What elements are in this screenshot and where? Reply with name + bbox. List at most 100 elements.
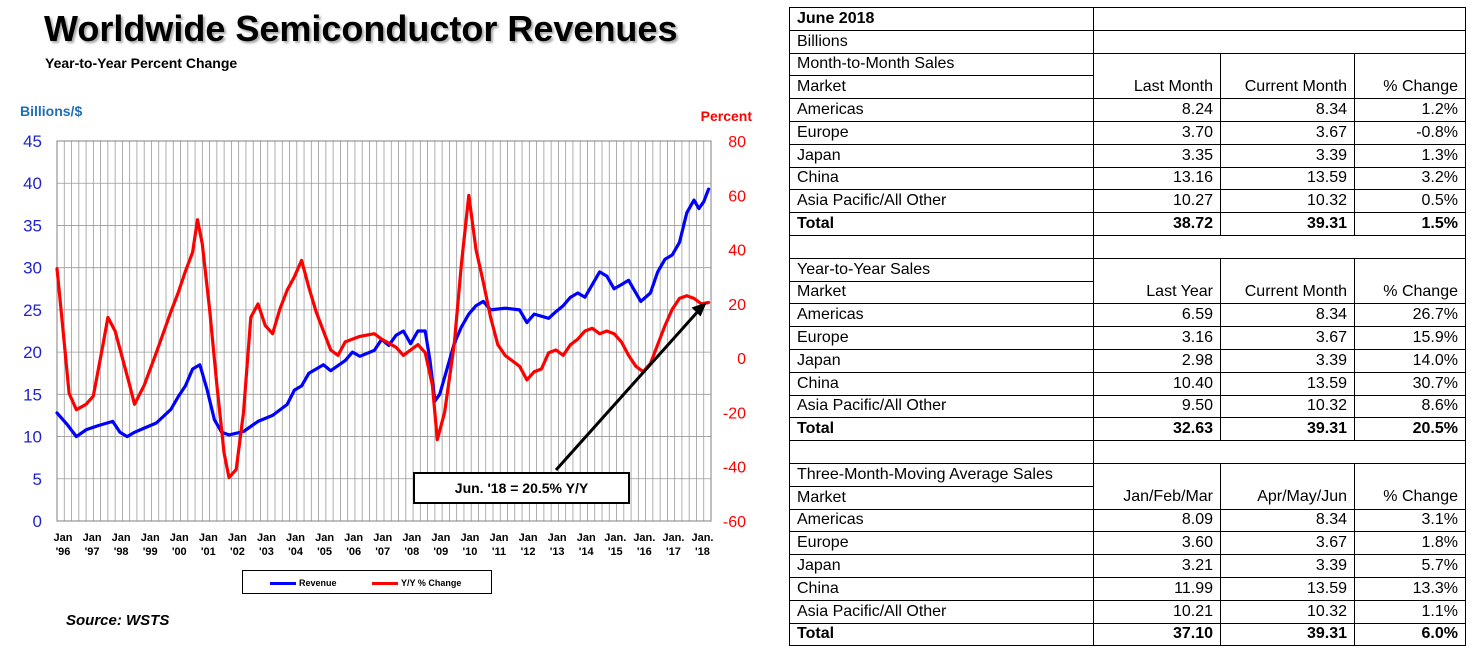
sales-table: June 2018 Billions Month-to-Month Sales Mar…	[789, 7, 1466, 647]
section-title: Year-to-Year Sales	[789, 257, 1094, 282]
column-header: Market	[789, 280, 1094, 305]
table-header-blank	[1093, 7, 1466, 31]
total-value: 32.63	[1093, 417, 1221, 442]
value-cell: 10.32	[1220, 189, 1355, 214]
value-cell: 15.9%	[1354, 326, 1466, 350]
column-header: Jan/Feb/Mar	[1093, 486, 1221, 510]
value-cell: 3.70	[1093, 120, 1221, 145]
section-title: Month-to-Month Sales	[789, 52, 1094, 77]
market-name: Europe	[789, 531, 1094, 556]
value-cell: 1.1%	[1354, 599, 1466, 624]
value-cell: 10.32	[1220, 599, 1355, 624]
market-name: Americas	[789, 98, 1094, 122]
y-tick-left: 30	[23, 259, 42, 278]
value-cell: 10.27	[1093, 189, 1221, 214]
x-tick-label: Jan	[460, 532, 479, 544]
legend-item-yoy: Y/Y % Change	[372, 577, 461, 589]
value-cell: 8.6%	[1354, 394, 1466, 419]
total-label: Total	[789, 212, 1094, 236]
column-header: % Change	[1354, 486, 1466, 510]
table-row: Americas 6.59 8.34 26.7%	[789, 303, 1466, 328]
value-cell: 3.60	[1093, 531, 1221, 556]
x-tick-year: '98	[114, 546, 129, 558]
market-name: Japan	[789, 554, 1094, 578]
y-tick-right: 40	[728, 243, 746, 260]
x-tick-label: Jan.	[662, 532, 684, 544]
table-row: Japan 3.21 3.39 5.7%	[789, 554, 1466, 578]
table-row: China 10.40 13.59 30.7%	[789, 371, 1466, 396]
y-tick-left: 15	[23, 385, 42, 404]
line-chart: Billions/$ 45 40 35 30 25 20 15 10 5 0 Percent 80 60 4…	[20, 103, 753, 558]
column-header: Last Month	[1093, 75, 1221, 100]
table-header-row: June 2018	[789, 7, 1466, 31]
section-title: Three-Month-Moving Average Sales	[789, 462, 1094, 487]
x-tick-year: '10	[463, 546, 478, 558]
x-tick-year: '02	[230, 546, 245, 558]
value-cell: 10.40	[1093, 371, 1221, 396]
legend-swatch-revenue	[270, 582, 296, 586]
section-title-blank	[1093, 257, 1221, 282]
x-tick-label: Jan	[490, 532, 509, 544]
value-cell: 13.59	[1220, 166, 1355, 191]
x-tick-year: '05	[317, 546, 332, 558]
x-tick-label: Jan	[112, 532, 131, 544]
table-units-row: Billions	[789, 29, 1466, 54]
y-tick-left: 40	[23, 174, 42, 193]
section-title-blank	[1354, 462, 1466, 487]
market-name: Asia Pacific/All Other	[789, 189, 1094, 214]
x-tick-year: '96	[56, 546, 71, 558]
x-tick-year: '16	[637, 546, 652, 558]
x-tick-year: '17	[666, 546, 681, 558]
value-cell: 8.09	[1093, 508, 1221, 533]
series-line-yoy-change	[55, 193, 711, 480]
legend-swatch-yoy	[372, 582, 398, 586]
series-line-revenue	[55, 187, 711, 439]
spacer-cell	[1093, 234, 1466, 259]
x-tick-year: '09	[433, 546, 448, 558]
value-cell: -0.8%	[1354, 120, 1466, 145]
column-header: Market	[789, 485, 1094, 510]
x-tick-year: '18	[695, 546, 710, 558]
x-tick-year: '07	[375, 546, 390, 558]
table-row: Japan 2.98 3.39 14.0%	[789, 348, 1466, 373]
x-tick-label: Jan	[257, 532, 276, 544]
legend-label-yoy: Y/Y % Change	[401, 578, 462, 588]
section-title-blank	[1220, 52, 1355, 76]
market-name: China	[789, 371, 1094, 396]
y-tick-left: 20	[23, 343, 42, 362]
table-row: Americas 8.09 8.34 3.1%	[789, 508, 1466, 533]
chart-legend: Revenue Y/Y % Change	[242, 570, 492, 594]
x-tick-year: '06	[346, 546, 361, 558]
table-units: Billions	[789, 29, 1094, 54]
total-row: Total 37.10 39.31 6.0%	[789, 622, 1466, 647]
value-cell: 3.1%	[1354, 508, 1466, 533]
table-row: Europe 3.16 3.67 15.9%	[789, 326, 1466, 350]
spacer-cell	[1093, 440, 1466, 464]
column-header: Apr/May/Jun	[1220, 486, 1355, 510]
table-row: Americas 8.24 8.34 1.2%	[789, 98, 1466, 122]
x-tick-label: Jan	[286, 532, 305, 544]
value-cell: 1.2%	[1354, 98, 1466, 122]
value-cell: 30.7%	[1354, 371, 1466, 396]
value-cell: 9.50	[1093, 394, 1221, 419]
value-cell: 14.0%	[1354, 348, 1466, 373]
market-name: Asia Pacific/All Other	[789, 394, 1094, 419]
x-tick-year: '14	[579, 546, 595, 558]
market-name: Europe	[789, 326, 1094, 350]
value-cell: 6.59	[1093, 303, 1221, 328]
annotation-arrow-head	[691, 302, 707, 317]
y-axis-right-label: Percent	[701, 108, 753, 124]
total-value: 39.31	[1220, 417, 1355, 442]
value-cell: 8.34	[1220, 303, 1355, 328]
table-title: June 2018	[789, 7, 1094, 31]
market-name: Japan	[789, 143, 1094, 168]
x-tick-label: Jan.	[691, 532, 713, 544]
total-value: 37.10	[1093, 622, 1221, 647]
market-name: Japan	[789, 348, 1094, 373]
total-value: 39.31	[1220, 622, 1355, 647]
spacer-cell	[789, 234, 1094, 259]
y-tick-right: -20	[723, 405, 746, 422]
column-header: Current Month	[1220, 75, 1355, 100]
value-cell: 8.34	[1220, 508, 1355, 533]
value-cell: 3.2%	[1354, 166, 1466, 191]
